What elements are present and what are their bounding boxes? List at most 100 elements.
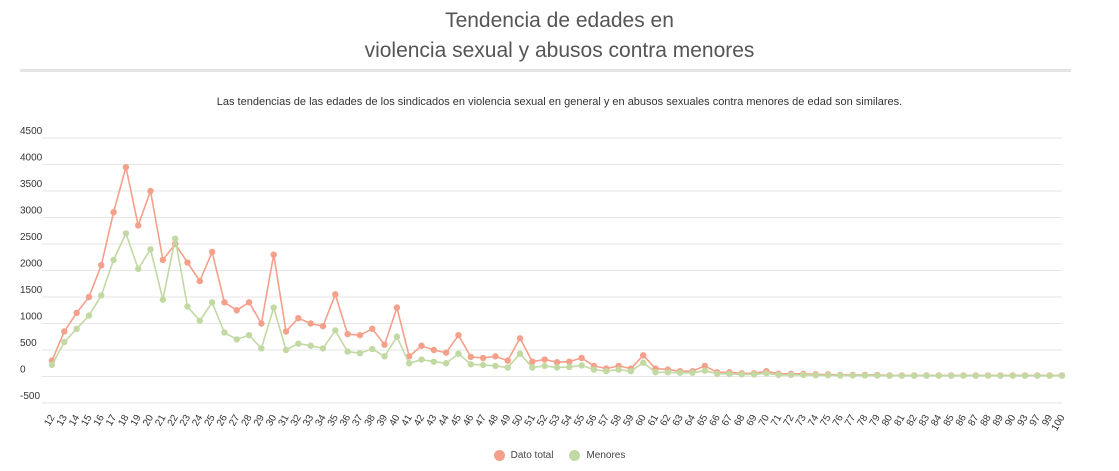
x-tick-label: 68: [732, 413, 747, 429]
x-tick-label: 70: [757, 413, 772, 429]
data-point-menores: [763, 370, 770, 377]
data-point-total: [98, 262, 105, 269]
data-point-menores: [1021, 372, 1029, 379]
data-point-menores: [997, 372, 1004, 379]
data-point-menores: [935, 372, 943, 379]
data-point-menores: [344, 348, 351, 355]
x-tick-label: 21: [153, 413, 168, 429]
data-point-menores: [1034, 372, 1041, 379]
x-tick-label: 38: [363, 413, 378, 429]
x-tick-label: 85: [942, 413, 957, 429]
x-tick-label: 77: [843, 413, 858, 429]
data-point-menores: [553, 364, 561, 371]
data-point-menores: [960, 372, 967, 379]
data-point-total: [233, 307, 240, 314]
x-tick-label: 81: [892, 413, 907, 429]
y-tick-label: 1500: [20, 285, 43, 296]
line-chart: -500 0 500 1000 1500 2000 2500 3000 3500 4000 4500…: [20, 126, 1068, 433]
x-tick-label: 41: [400, 413, 415, 429]
x-tick-label: 71: [769, 413, 784, 429]
data-point-menores: [159, 296, 167, 303]
data-point-menores: [332, 327, 339, 334]
data-point-menores: [824, 371, 832, 379]
x-tick-label: 17: [104, 413, 119, 429]
data-point-total: [529, 358, 536, 365]
x-tick-label: 100: [1050, 413, 1068, 433]
data-point-menores: [147, 246, 154, 253]
data-point-menores: [578, 362, 585, 369]
data-point-menores: [800, 371, 807, 379]
data-point-menores: [369, 345, 376, 353]
y-tick-label: -500: [20, 391, 40, 402]
x-tick-label: 51: [523, 413, 538, 429]
x-tick-label: 99: [1040, 413, 1055, 429]
x-tick-label: 44: [437, 413, 452, 429]
data-point-menores: [270, 304, 277, 311]
x-tick-label: 89: [991, 413, 1006, 429]
data-point-menores: [98, 292, 105, 299]
x-tick-label: 72: [782, 413, 797, 429]
data-point-menores: [110, 256, 117, 264]
data-point-total: [640, 352, 647, 359]
data-point-menores: [430, 358, 438, 365]
x-tick-label: 15: [79, 413, 94, 429]
legend-item-menores[interactable]: Menores: [569, 450, 625, 461]
x-tick-label: 82: [905, 413, 920, 429]
legend-item-total[interactable]: Dato total: [493, 450, 553, 461]
data-point-menores: [849, 372, 856, 379]
data-point-total: [270, 251, 277, 258]
x-tick-label: 62: [658, 413, 673, 429]
x-tick-label: 24: [190, 413, 205, 429]
x-tick-label: 79: [868, 413, 883, 429]
x-tick-label: 67: [720, 413, 735, 429]
x-tick-label: 40: [387, 413, 402, 429]
data-point-total: [221, 299, 228, 306]
data-point-menores: [73, 325, 80, 332]
x-tick-label: 48: [486, 413, 501, 429]
data-point-total: [504, 357, 511, 364]
chart-title-line-1: Tendencia de edades en: [445, 9, 674, 32]
data-point-menores: [282, 346, 290, 354]
y-tick-label: 0: [20, 365, 26, 376]
data-point-menores: [947, 372, 955, 379]
y-tick-label: 500: [20, 338, 37, 349]
x-tick-label: 58: [609, 413, 624, 429]
data-point-menores: [245, 331, 253, 339]
data-point-menores: [590, 366, 598, 373]
data-point-menores: [898, 372, 906, 379]
data-point-menores: [1046, 372, 1053, 379]
data-point-total: [110, 209, 117, 216]
data-point-total: [208, 248, 216, 256]
data-point-menores: [418, 356, 425, 363]
legend-label-menores: Menores: [586, 450, 626, 461]
y-tick-label: 4500: [20, 126, 43, 137]
x-tick-label: 19: [129, 413, 144, 429]
x-tick-label: 54: [560, 413, 575, 429]
legend-marker-menores: [569, 450, 581, 461]
data-point-menores: [135, 265, 142, 273]
data-point-menores: [455, 350, 462, 357]
data-point-menores: [1058, 372, 1066, 379]
x-tick-label: 93: [1016, 413, 1031, 429]
x-tick-label: 36: [338, 413, 353, 429]
x-tick-label: 64: [683, 413, 698, 429]
data-point-total: [307, 320, 314, 327]
data-point-total: [196, 277, 204, 285]
x-tick-label: 18: [116, 413, 131, 429]
data-point-menores: [984, 372, 992, 379]
data-point-menores: [874, 372, 881, 379]
x-tick-label: 63: [671, 413, 686, 429]
x-tick-label: 45: [449, 413, 464, 429]
x-tick-label: 87: [966, 413, 981, 429]
x-tick-label: 59: [621, 413, 636, 429]
data-point-menores: [208, 299, 216, 306]
x-tick-label: 31: [277, 413, 292, 429]
x-tick-label: 32: [289, 413, 304, 429]
x-tick-label: 27: [227, 413, 242, 429]
data-point-menores: [652, 369, 659, 376]
data-point-menores: [615, 366, 622, 373]
x-tick-label: 56: [584, 413, 599, 429]
x-tick-label: 83: [917, 413, 932, 429]
x-tick-label: 39: [375, 413, 390, 429]
x-tick-label: 55: [572, 413, 587, 429]
